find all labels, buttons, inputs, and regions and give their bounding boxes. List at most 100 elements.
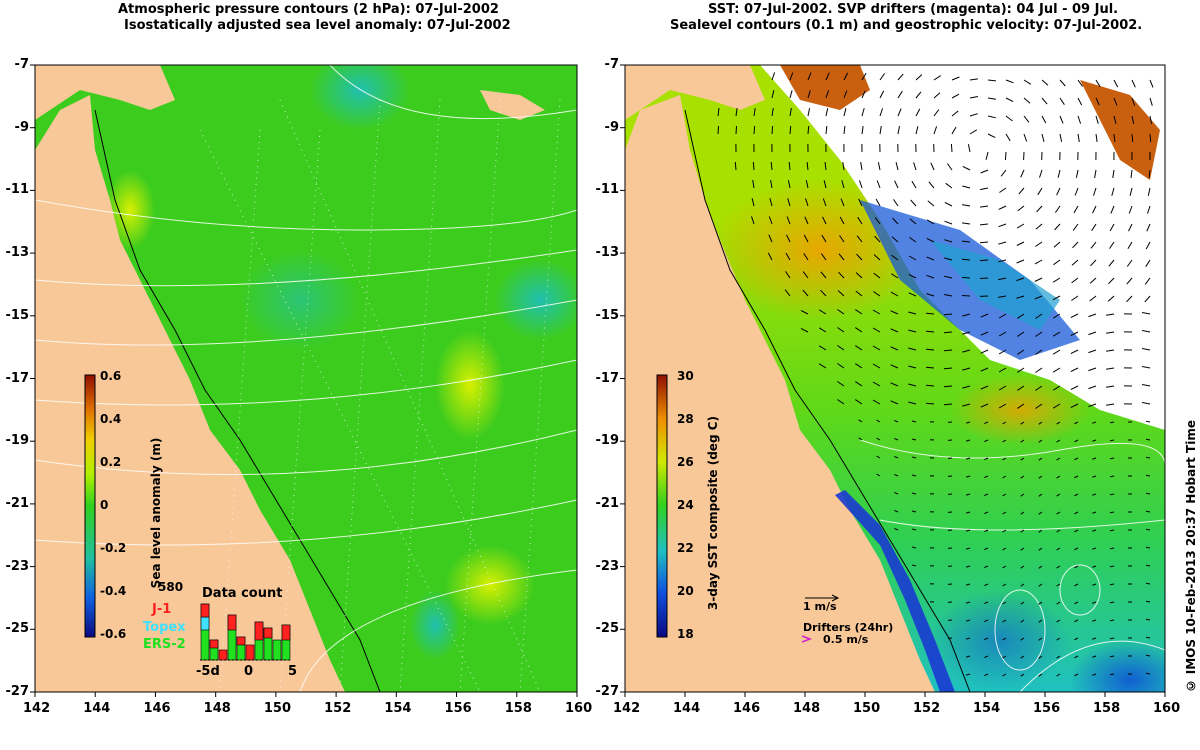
velocity-arrow: [965, 583, 971, 586]
velocity-arrow: [1052, 331, 1061, 337]
velocity-arrow: [911, 528, 917, 531]
velocity-arrow: [943, 403, 953, 406]
velocity-arrow: [1113, 79, 1119, 88]
velocity-arrow: [928, 181, 935, 189]
y-tick-label: -19: [5, 433, 30, 449]
velocity-arrow: [1092, 637, 1097, 640]
velocity-arrow: [1038, 547, 1043, 551]
velocity-arrow: [950, 143, 953, 153]
legend-topex: Topex: [143, 620, 186, 635]
velocity-arrow: [803, 234, 809, 243]
velocity-arrow: [1074, 565, 1079, 569]
velocity-arrow: [944, 201, 953, 207]
velocity-arrow: [1035, 349, 1043, 355]
velocity-arrow: [1110, 583, 1115, 586]
velocity-arrow: [1002, 421, 1007, 425]
velocity-arrow: [980, 187, 989, 191]
left-cb-tick: 0.2: [100, 455, 122, 469]
velocity-arrow: [943, 349, 953, 352]
velocity-arrow: [789, 108, 792, 117]
left-title-line2: Isostatically adjusted sea level anomaly…: [124, 18, 511, 33]
velocity-arrow: [1074, 187, 1079, 196]
velocity-arrow: [980, 385, 989, 390]
velocity-arrow: [894, 527, 899, 531]
velocity-arrow: [965, 493, 971, 496]
velocity-arrow: [837, 327, 845, 333]
velocity-arrow: [933, 126, 938, 135]
velocity-arrow: [1020, 439, 1025, 443]
velocity-arrow: [1091, 223, 1097, 231]
velocity-arrow: [1034, 295, 1043, 300]
velocity-arrow: [998, 403, 1007, 409]
velocity-arrow: [998, 385, 1007, 391]
velocity-arrow: [908, 311, 917, 315]
velocity-arrow: [807, 90, 811, 99]
velocity-arrow: [962, 313, 971, 317]
velocity-arrow: [984, 529, 989, 533]
velocity-arrow: [1128, 223, 1133, 232]
y-tick-label: -7: [604, 57, 619, 72]
velocity-arrow: [987, 79, 996, 82]
velocity-arrow: [1020, 529, 1025, 533]
left-map: [35, 65, 577, 692]
velocity-arrow: [768, 216, 773, 225]
velocity-arrow: [860, 162, 863, 171]
velocity-arrow: [1072, 241, 1079, 249]
right-title-line1: SST: 07-Jul-2002. SVP drifters (magenta)…: [708, 2, 1119, 17]
velocity-arrow: [1017, 385, 1025, 391]
velocity-arrow: [892, 217, 899, 225]
velocity-arrow: [1059, 79, 1066, 87]
velocity-arrow: [1145, 259, 1151, 267]
velocity-arrow: [1017, 205, 1025, 212]
velocity-arrow: [1142, 402, 1151, 405]
velocity-arrow: [1071, 259, 1079, 266]
velocity-arrow: [800, 327, 809, 333]
velocity-arrow: [735, 125, 737, 135]
velocity-arrow: [1056, 637, 1061, 641]
velocity-arrow: [894, 180, 899, 189]
velocity-arrow: [751, 216, 755, 225]
velocity-arrow: [837, 399, 845, 405]
y-tick-label: -19: [595, 433, 620, 449]
velocity-arrow: [987, 115, 996, 119]
velocity-arrow: [926, 219, 935, 225]
velocity-arrow: [1090, 259, 1097, 267]
velocity-arrow: [1070, 367, 1079, 373]
velocity-arrow: [926, 237, 935, 243]
velocity-arrow: [839, 235, 845, 243]
velocity-arrow: [1111, 187, 1115, 196]
velocity-arrow: [787, 198, 791, 207]
velocity-arrow: [876, 455, 881, 459]
velocity-arrow: [1126, 277, 1133, 285]
velocity-arrow: [802, 289, 809, 297]
velocity-arrow: [909, 218, 917, 225]
velocity-arrow: [1018, 187, 1025, 195]
velocity-arrow: [925, 402, 935, 405]
axis-ticks: [30, 64, 1166, 697]
velocity-arrow: [839, 216, 845, 225]
velocity-arrow: [998, 331, 1007, 337]
y-tick-label: -13: [5, 245, 30, 261]
velocity-arrow: [1147, 205, 1151, 214]
velocity-arrow: [771, 125, 774, 135]
velocity-arrow: [1095, 115, 1099, 124]
velocity-arrow: [965, 529, 971, 532]
velocity-arrow: [1016, 259, 1025, 264]
velocity-arrow: [843, 90, 848, 99]
png-highland-patch: [780, 65, 870, 110]
credit-text: © IMOS 10-Feb-2013 20:37 Hobart Time: [1184, 420, 1198, 693]
data-count-inset: [200, 603, 292, 661]
velocity-arrow: [837, 309, 845, 315]
velocity-arrow: [943, 385, 953, 388]
velocity-arrow: [908, 255, 917, 261]
velocity-arrow: [965, 457, 971, 460]
velocity-arrow: [1088, 385, 1097, 390]
right-australia-land: [625, 95, 935, 692]
velocity-arrow: [879, 108, 884, 117]
velocity-arrow: [1056, 457, 1061, 461]
velocity-arrow: [858, 198, 863, 207]
velocity-arrow: [908, 273, 917, 279]
velocity-arrow: [1002, 565, 1007, 569]
velocity-arrow: [965, 511, 971, 514]
velocity-arrow: [1071, 295, 1079, 301]
